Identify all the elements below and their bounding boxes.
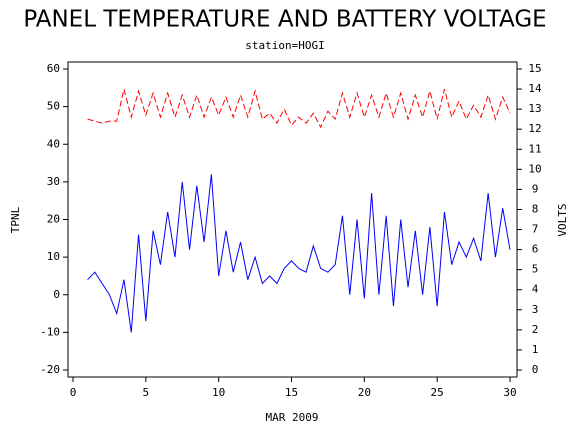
y-tick-label: 10	[47, 250, 60, 263]
x-tick-label: 20	[358, 386, 371, 399]
y2-tick-label: 2	[532, 323, 539, 336]
y-tick-label: 20	[47, 213, 60, 226]
y-tick-label: -10	[40, 325, 60, 338]
y2-tick-label: 8	[532, 202, 539, 215]
y2-tick-label: 7	[532, 223, 539, 236]
x-tick-label: 15	[285, 386, 298, 399]
x-tick-label: 10	[212, 386, 225, 399]
y2-tick-label: 6	[532, 243, 539, 256]
y2-tick-label: 3	[532, 303, 539, 316]
chart-subtitle: station=HOGI	[245, 39, 324, 52]
chart-title: PANEL TEMPERATURE AND BATTERY VOLTAGE	[23, 7, 546, 33]
y-tick-label: 60	[47, 62, 60, 75]
y-axis-label: TPNL	[9, 206, 22, 233]
y2-tick-label: 11	[528, 142, 541, 155]
y2-tick-label: 12	[528, 122, 541, 135]
y2-axis-label: VOLTS	[556, 203, 569, 236]
y-tick-label: 30	[47, 175, 60, 188]
y2-tick-label: 9	[532, 182, 539, 195]
y2-tick-label: 13	[528, 102, 541, 115]
y-tick-label: 0	[53, 288, 60, 301]
y2-tick-label: 14	[528, 82, 542, 95]
y2-tick-label: 10	[528, 162, 541, 175]
data-line	[87, 174, 511, 333]
y2-tick-label: 4	[532, 283, 539, 296]
x-tick-label: 25	[431, 386, 444, 399]
y2-tick-label: 0	[532, 363, 539, 376]
y-tick-label: -20	[40, 363, 60, 376]
y2-tick-label: 15	[528, 62, 541, 75]
x-tick-label: 30	[503, 386, 516, 399]
y-tick-label: 50	[47, 100, 60, 113]
y2-tick-label: 5	[532, 263, 539, 276]
y2-tick-label: 1	[532, 343, 539, 356]
y-tick-label: 40	[47, 137, 60, 150]
x-tick-label: 5	[143, 386, 150, 399]
x-axis-label: MAR 2009	[266, 411, 319, 424]
x-tick-label: 0	[70, 386, 77, 399]
data-line	[87, 88, 511, 129]
plot-frame	[67, 61, 518, 378]
